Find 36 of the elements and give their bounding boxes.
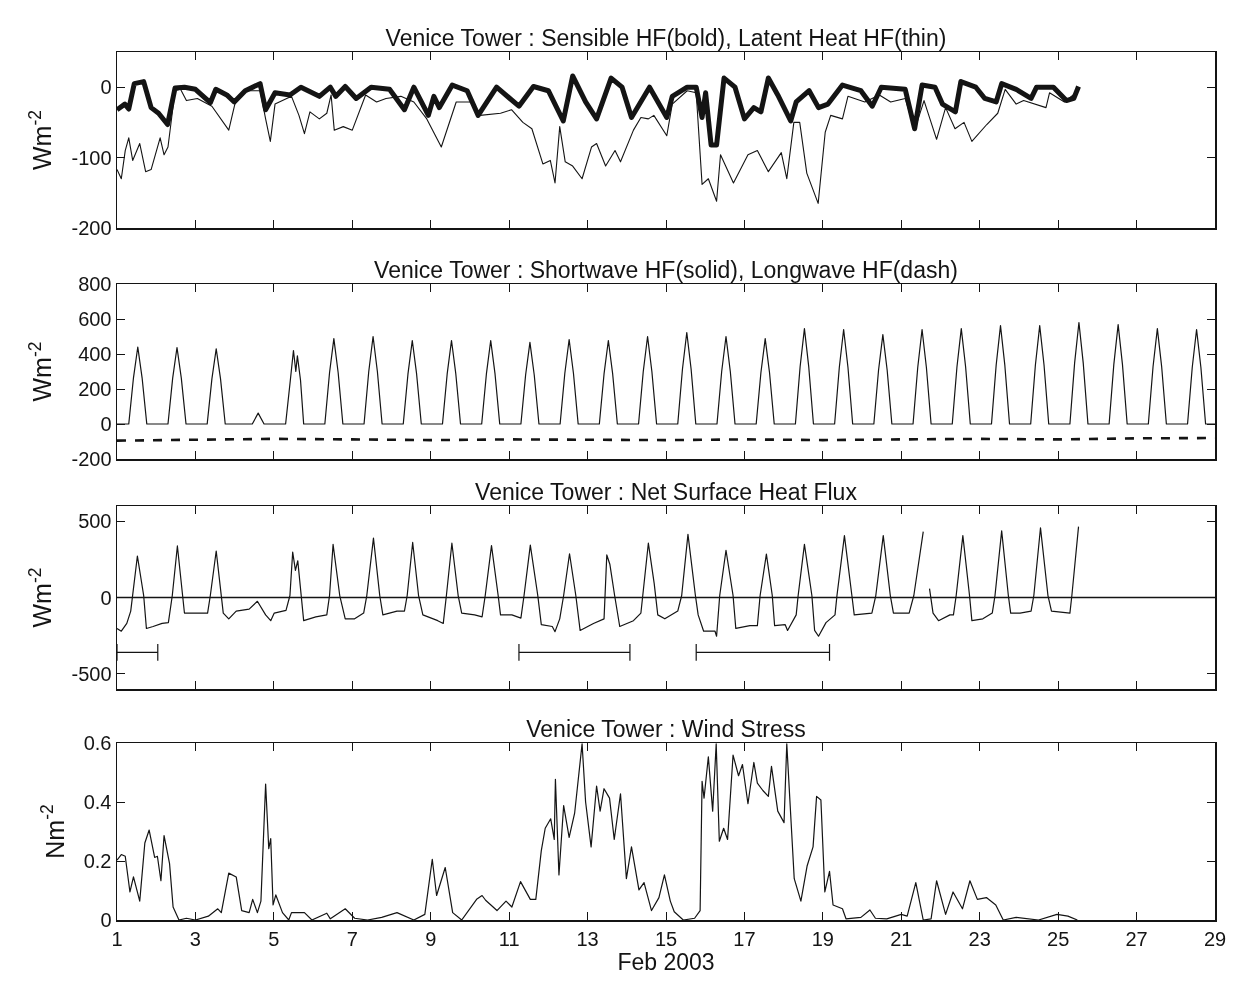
y-tick-label: 600 — [78, 308, 112, 330]
x-tick-label: 19 — [811, 927, 834, 950]
y-tick-label: 500 — [78, 510, 112, 533]
y-tick-label: 0 — [100, 413, 112, 435]
x-tick-label: 29 — [1203, 927, 1227, 950]
y-tick-label: 0.6 — [83, 732, 112, 754]
x-tick-label: 15 — [654, 927, 678, 950]
y-tick-label: -500 — [71, 662, 112, 685]
x-tick-label: 3 — [189, 927, 201, 950]
x-tick-label: 27 — [1125, 927, 1148, 950]
x-tick-label: 13 — [576, 927, 599, 950]
x-axis-title: Feb 2003 — [617, 949, 715, 976]
y-tick-label: 400 — [78, 343, 112, 365]
x-tick-label: 9 — [425, 927, 437, 950]
y-tick-label: 0 — [100, 76, 112, 99]
y-tick-label: 0 — [100, 909, 112, 931]
y-tick-label: 0.4 — [83, 791, 112, 813]
chart-title: Venice Tower : Net Surface Heat Flux — [475, 479, 858, 505]
y-tick-label: -100 — [71, 146, 112, 169]
chart-title: Venice Tower : Sensible HF(bold), Latent Heat HF(thin) — [385, 25, 947, 51]
chart-title: Venice Tower : Wind Stress — [526, 716, 806, 742]
x-tick-label: 21 — [890, 927, 913, 950]
x-tick-label: 5 — [268, 927, 280, 950]
y-tick-label: 800 — [78, 273, 112, 295]
x-tick-label: 25 — [1047, 927, 1070, 950]
x-tick-label: 17 — [733, 927, 756, 950]
chart-title: Venice Tower : Shortwave HF(solid), Longwave HF(dash) — [374, 257, 958, 283]
x-tick-label: 11 — [498, 927, 520, 950]
y-tick-label: 0.2 — [83, 850, 112, 872]
x-tick-label: 7 — [346, 927, 358, 950]
y-tick-label: 200 — [78, 378, 112, 400]
y-tick-label: 0 — [100, 586, 112, 609]
x-tick-label: 1 — [111, 927, 123, 950]
y-tick-label: -200 — [71, 448, 112, 470]
x-tick-label: 23 — [968, 927, 991, 950]
y-tick-label: -200 — [71, 217, 112, 239]
